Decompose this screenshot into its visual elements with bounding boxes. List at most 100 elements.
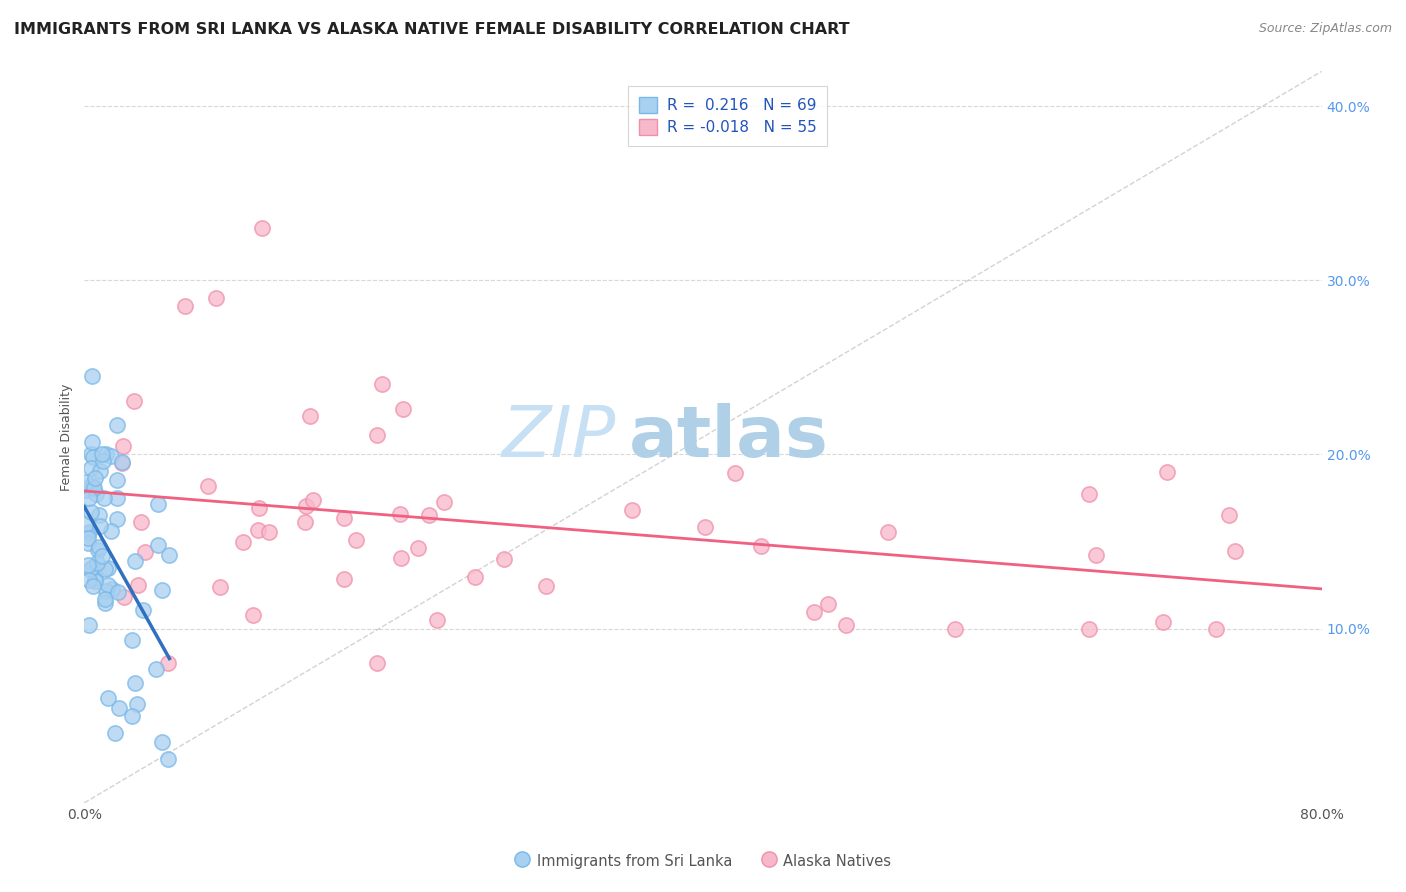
Y-axis label: Female Disability: Female Disability bbox=[59, 384, 73, 491]
Point bbox=[77, 618, 100, 632]
Point bbox=[80, 506, 103, 520]
Point bbox=[1205, 622, 1227, 636]
Point bbox=[242, 608, 264, 623]
Point bbox=[84, 471, 107, 485]
Point bbox=[127, 578, 149, 592]
Text: Source: ZipAtlas.com: Source: ZipAtlas.com bbox=[1258, 22, 1392, 36]
Point bbox=[157, 548, 180, 562]
Point bbox=[87, 543, 110, 558]
Point bbox=[724, 467, 747, 481]
Point bbox=[259, 524, 281, 539]
Point bbox=[333, 510, 356, 524]
Point bbox=[150, 735, 173, 749]
Point bbox=[83, 571, 105, 585]
Point bbox=[494, 551, 516, 566]
Point bbox=[464, 570, 486, 584]
Point bbox=[111, 455, 134, 469]
Point bbox=[1077, 622, 1099, 636]
Point bbox=[157, 752, 180, 766]
Point bbox=[93, 491, 115, 505]
Point bbox=[82, 579, 104, 593]
Point bbox=[302, 493, 325, 508]
Point bbox=[89, 508, 111, 522]
Point bbox=[89, 518, 111, 533]
Point bbox=[247, 523, 270, 537]
Point bbox=[534, 579, 557, 593]
Point bbox=[749, 539, 772, 553]
Point bbox=[80, 460, 103, 475]
Point bbox=[250, 221, 273, 235]
Point bbox=[835, 618, 858, 632]
Point bbox=[83, 481, 105, 495]
Point bbox=[1077, 487, 1099, 501]
Point bbox=[94, 596, 117, 610]
Point bbox=[104, 726, 127, 740]
Point bbox=[1218, 508, 1240, 523]
Point bbox=[146, 497, 169, 511]
Point bbox=[94, 562, 117, 576]
Point bbox=[80, 448, 103, 462]
Point bbox=[125, 697, 148, 711]
Point bbox=[76, 526, 98, 541]
Point bbox=[145, 662, 167, 676]
Point bbox=[82, 435, 104, 450]
Point bbox=[124, 394, 146, 409]
Point bbox=[134, 544, 156, 558]
Point bbox=[77, 532, 100, 546]
Point bbox=[294, 515, 316, 529]
Point bbox=[943, 622, 966, 636]
Point bbox=[94, 583, 117, 598]
Point bbox=[77, 524, 100, 539]
Point bbox=[112, 590, 135, 604]
Point bbox=[877, 524, 900, 539]
Point bbox=[82, 450, 104, 464]
Point bbox=[389, 551, 412, 566]
Point bbox=[121, 708, 143, 723]
Point bbox=[406, 541, 429, 556]
Point bbox=[392, 401, 415, 416]
Point bbox=[75, 517, 97, 532]
Text: IMMIGRANTS FROM SRI LANKA VS ALASKA NATIVE FEMALE DISABILITY CORRELATION CHART: IMMIGRANTS FROM SRI LANKA VS ALASKA NATI… bbox=[14, 22, 849, 37]
Point bbox=[97, 691, 120, 706]
Point bbox=[105, 417, 128, 432]
Point bbox=[111, 456, 134, 470]
Point bbox=[817, 597, 839, 611]
Point bbox=[121, 633, 143, 648]
Point bbox=[1225, 544, 1247, 558]
Point bbox=[77, 536, 100, 550]
Point bbox=[91, 453, 114, 467]
Point bbox=[1152, 615, 1174, 629]
Point bbox=[91, 448, 114, 462]
Point bbox=[150, 582, 173, 597]
Point bbox=[295, 500, 318, 514]
Point bbox=[86, 556, 108, 570]
Point bbox=[693, 520, 716, 534]
Point bbox=[298, 409, 321, 423]
Point bbox=[107, 585, 129, 599]
Point bbox=[432, 495, 454, 509]
Point bbox=[124, 675, 146, 690]
Point bbox=[208, 580, 231, 594]
Point bbox=[366, 428, 388, 442]
Point bbox=[146, 538, 169, 552]
Point bbox=[94, 448, 117, 462]
Point bbox=[426, 613, 449, 627]
Point bbox=[1084, 549, 1107, 563]
Point bbox=[77, 558, 100, 572]
Point bbox=[1156, 465, 1178, 479]
Point bbox=[247, 501, 270, 516]
Point bbox=[94, 591, 117, 606]
Point bbox=[84, 487, 107, 501]
Point bbox=[112, 439, 135, 453]
Point bbox=[75, 483, 97, 498]
Point bbox=[205, 291, 228, 305]
Point bbox=[157, 657, 180, 671]
Point bbox=[97, 578, 120, 592]
Point bbox=[129, 515, 152, 529]
Point bbox=[82, 479, 104, 493]
Point bbox=[333, 572, 356, 586]
Point bbox=[388, 507, 411, 521]
Point bbox=[197, 479, 219, 493]
Point bbox=[124, 554, 146, 568]
Point bbox=[105, 512, 128, 526]
